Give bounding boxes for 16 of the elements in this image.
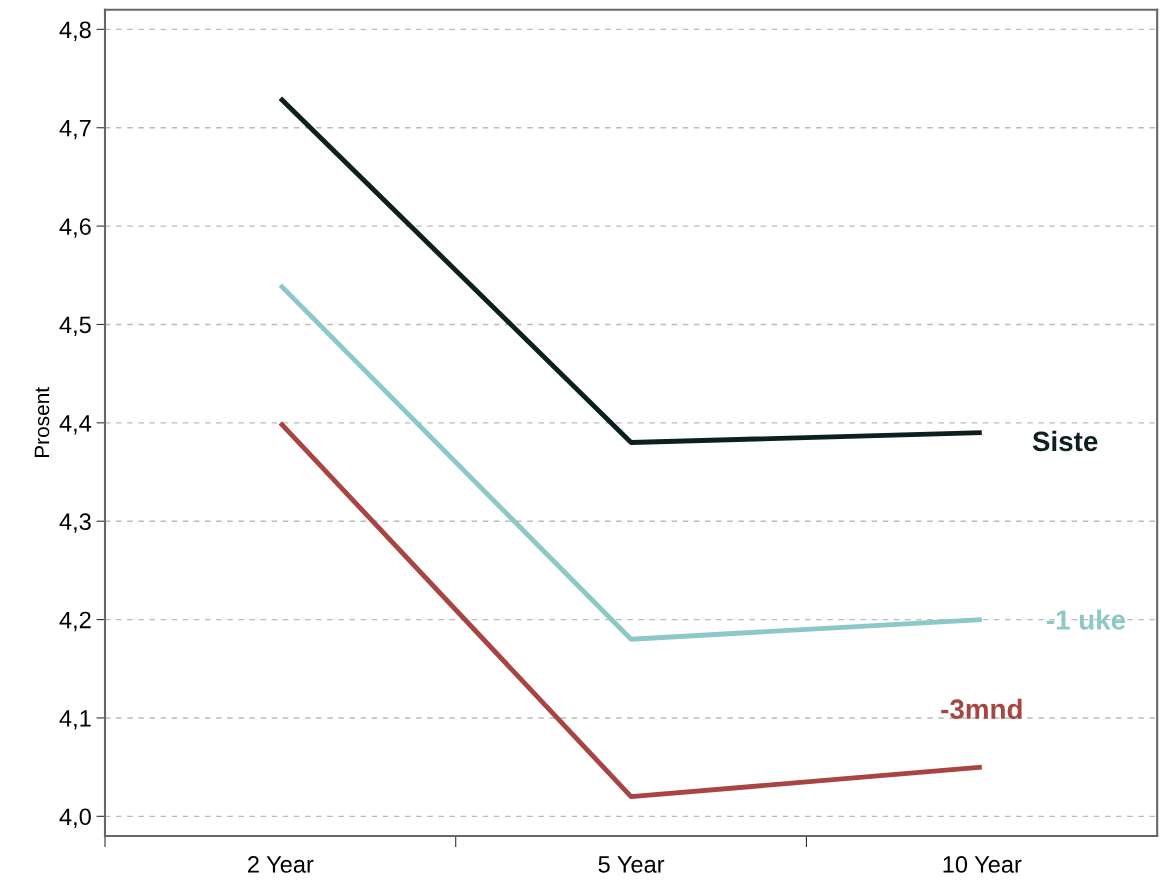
y-tick-label: 4,7 [59,120,91,140]
y-tick-label: 4,4 [59,415,92,435]
x-tick-label: 10 Year [943,856,1022,873]
y-tick-label: 4,5 [59,316,91,337]
y-axis-title: Prosent [34,387,50,458]
y-tick-label: 4,0 [59,808,91,828]
series-label: -3mnd [941,698,1022,720]
series-label: Siste [1032,430,1098,452]
x-tick-label: 2 Year [248,856,314,873]
y-tick-label: 4,3 [59,513,91,533]
y-tick-label: 4,2 [59,611,91,632]
x-tick-label: 5 Year [598,856,665,873]
y-tick-label: 4,6 [59,218,91,238]
text: -1 uke [1046,609,1126,630]
y-tick-label: 4,8 [59,21,91,41]
y-tick-label: 4,1 [59,710,91,730]
